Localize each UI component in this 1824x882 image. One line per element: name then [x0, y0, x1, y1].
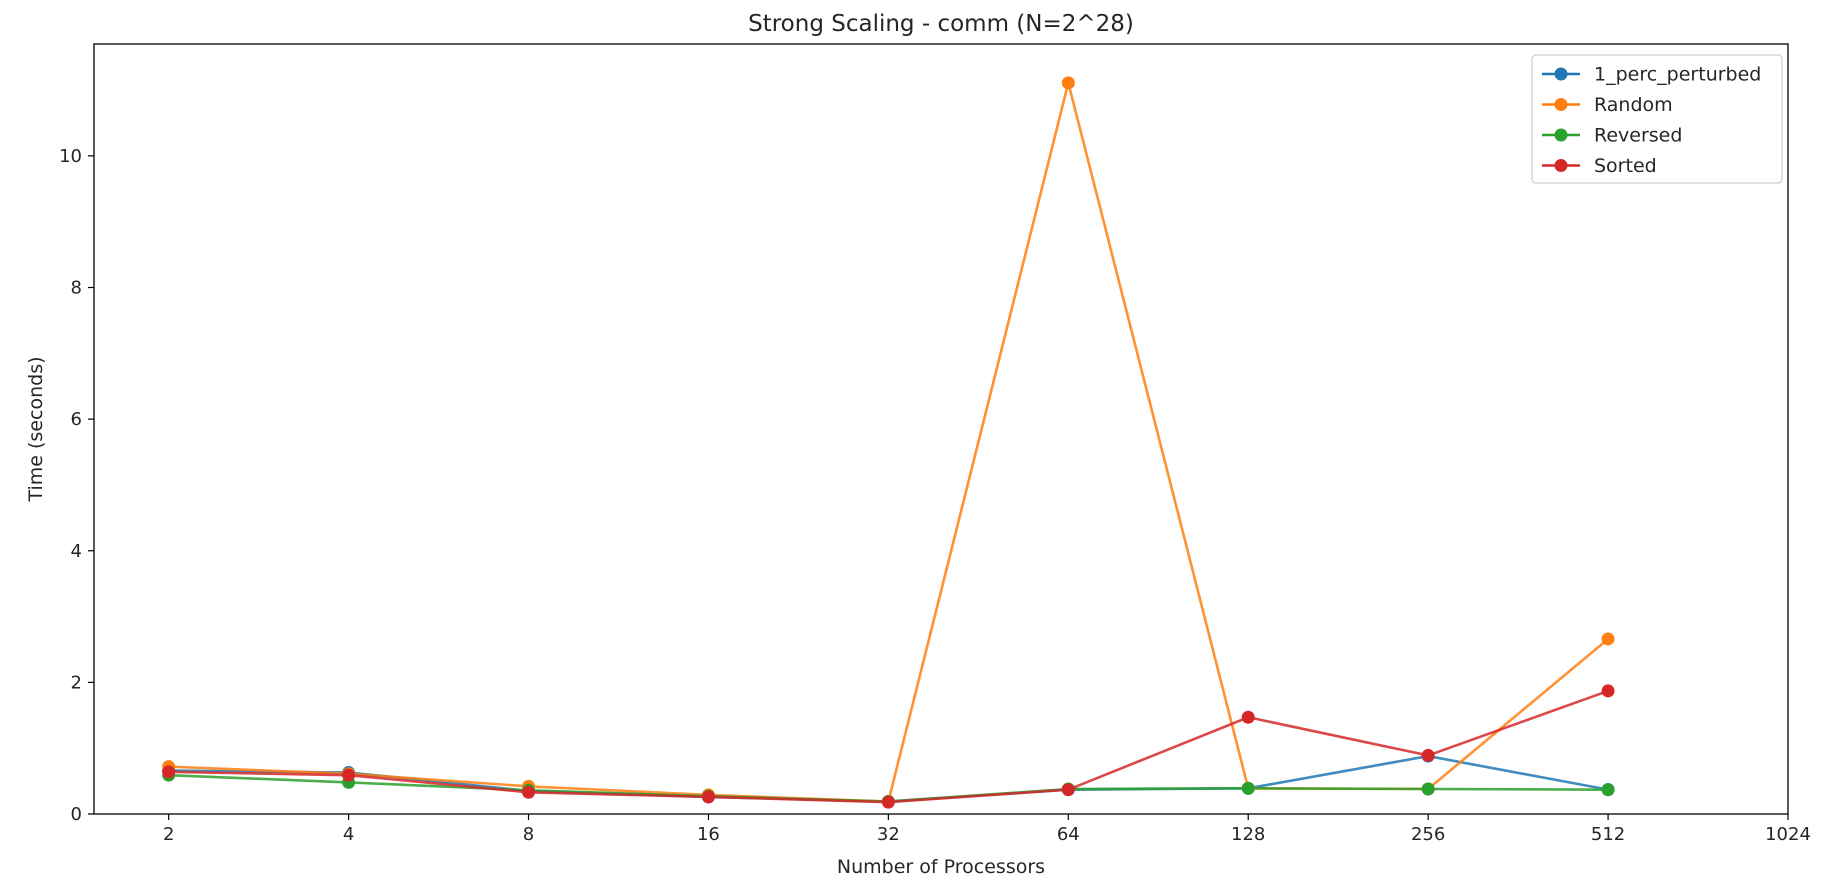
axes-frame	[93, 43, 1789, 815]
x-tick-label: 64	[1057, 824, 1080, 845]
series-sorted	[162, 684, 1615, 809]
data-point-sorted	[1601, 684, 1615, 698]
legend: 1_perc_perturbed Random Reversed Sorted	[1531, 54, 1783, 184]
x-tick-label: 4	[343, 824, 354, 845]
data-point-random	[1601, 632, 1615, 646]
x-tick-label: 2	[163, 824, 174, 845]
data-point-sorted	[1241, 710, 1255, 724]
series-line-sorted	[168, 689, 1609, 804]
data-point-sorted	[1061, 783, 1075, 797]
legend-marker-sorted	[1554, 159, 1568, 172]
y-tick-label: 4	[71, 541, 82, 562]
data-point-reversed	[1421, 782, 1435, 796]
x-tick-label: 32	[877, 824, 900, 845]
legend-marker-1-perc-perturbed	[1554, 67, 1568, 81]
legend-label-1-perc-perturbed: 1_perc_perturbed	[1594, 64, 1761, 86]
legend-label-reversed: Reversed	[1594, 125, 1682, 147]
legend-marker-random	[1554, 98, 1568, 111]
data-point-random	[1061, 76, 1075, 90]
y-tick-label: 0	[71, 804, 82, 825]
x-axis-ticks: 2 4 8 16 32 64 128 256 512 1024	[163, 814, 1811, 845]
legend-label-sorted: Sorted	[1594, 155, 1657, 177]
data-point-sorted	[162, 765, 176, 779]
y-axis-label: Time (seconds)	[25, 356, 47, 502]
legend-box	[1531, 54, 1783, 184]
plot-series	[162, 76, 1615, 809]
y-tick-label: 10	[59, 146, 82, 167]
legend-label-random: Random	[1594, 94, 1673, 116]
x-tick-label: 16	[697, 824, 720, 845]
data-point-reversed	[1601, 783, 1615, 797]
x-axis-label: Number of Processors	[837, 856, 1045, 878]
y-tick-label: 8	[71, 278, 82, 299]
y-tick-label: 2	[71, 672, 82, 693]
x-tick-label: 8	[523, 824, 534, 845]
data-point-sorted	[1421, 748, 1435, 762]
chart-title: Strong Scaling - comm (N=2^28)	[748, 11, 1134, 37]
x-tick-label: 256	[1411, 824, 1445, 845]
x-tick-label: 1024	[1765, 824, 1811, 845]
x-tick-label: 128	[1231, 824, 1265, 845]
data-point-sorted	[701, 790, 715, 804]
series-random	[162, 76, 1615, 808]
y-axis-ticks: 0 2 4 6 8 10	[59, 146, 94, 825]
series-line-random	[168, 82, 1609, 803]
data-point-sorted	[881, 795, 895, 809]
data-point-sorted	[342, 768, 356, 782]
data-point-reversed	[1241, 781, 1255, 795]
y-tick-label: 6	[71, 409, 82, 430]
legend-marker-reversed	[1554, 128, 1568, 142]
data-point-sorted	[522, 785, 536, 799]
x-tick-label: 512	[1591, 824, 1625, 845]
